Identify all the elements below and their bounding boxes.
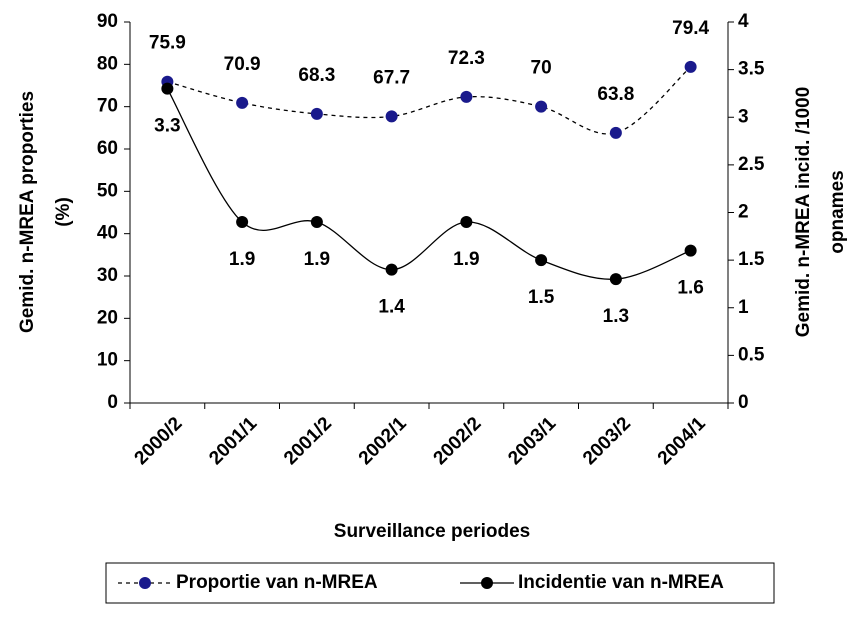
data-point — [609, 273, 622, 286]
data-point — [310, 216, 323, 229]
y-tick-label: 60 — [97, 138, 118, 159]
data-label: 1.4 — [378, 297, 405, 318]
data-point — [161, 82, 174, 95]
y-axis-title-line: (%) — [53, 197, 74, 227]
y2-tick-label: 3 — [738, 106, 749, 127]
y2-tick-label: 0.5 — [738, 344, 765, 365]
y-axis-title-line: Gemid. n-MREA proporties — [17, 91, 38, 333]
x-axis-title: Surveillance periodes — [334, 521, 530, 542]
y-tick-label: 50 — [97, 180, 118, 201]
y2-tick-label: 0 — [738, 392, 749, 413]
y-tick-label: 20 — [97, 307, 118, 328]
y2-axis-title: Gemid. n-MREA incid. /1000 opnames — [793, 87, 847, 338]
data-label: 1.9 — [304, 249, 330, 270]
data-label: 63.8 — [597, 84, 634, 105]
data-label: 1.6 — [677, 278, 703, 299]
data-label: 68.3 — [298, 65, 335, 86]
data-point — [684, 244, 697, 257]
legend-marker — [139, 577, 151, 589]
data-point — [460, 216, 473, 229]
legend-marker — [481, 577, 493, 589]
y-axis-title: Gemid. n-MREA proporties (%) — [17, 91, 74, 333]
y2-tick-label: 2 — [738, 202, 749, 223]
data-point — [460, 90, 473, 103]
data-point — [310, 107, 323, 120]
data-label: 3.3 — [154, 116, 180, 137]
data-label: 72.3 — [448, 48, 485, 69]
y-tick-label: 70 — [97, 96, 118, 117]
y2-tick-label: 4 — [738, 11, 749, 32]
data-point — [609, 126, 622, 139]
y2-axis-title-line: Gemid. n-MREA incid. /1000 — [793, 87, 814, 338]
y-tick-label: 0 — [107, 392, 118, 413]
y2-axis-title-line: opnames — [827, 170, 847, 253]
y2-tick-label: 3.5 — [738, 59, 765, 80]
data-label: 70.9 — [224, 54, 261, 75]
data-label: 79.4 — [672, 18, 709, 39]
data-label: 1.9 — [229, 249, 255, 270]
y2-tick-label: 1.5 — [738, 249, 765, 270]
data-point — [684, 60, 697, 73]
data-point — [385, 110, 398, 123]
y-tick-label: 90 — [97, 11, 118, 32]
y2-tick-label: 1 — [738, 297, 749, 318]
y-tick-label: 30 — [97, 265, 118, 286]
data-point — [535, 254, 548, 267]
data-label: 67.7 — [373, 67, 410, 88]
y-tick-label: 80 — [97, 53, 118, 74]
data-label: 70 — [531, 58, 552, 79]
data-label: 1.3 — [603, 306, 629, 327]
data-label: 1.9 — [453, 249, 479, 270]
data-point — [535, 100, 548, 113]
data-point — [385, 263, 398, 276]
data-point — [236, 96, 249, 109]
series-line — [167, 66, 692, 135]
y2-tick-label: 2.5 — [738, 154, 765, 175]
data-point — [236, 216, 249, 229]
data-label: 1.5 — [528, 287, 555, 308]
data-label: 75.9 — [149, 33, 186, 54]
y-tick-label: 10 — [97, 350, 118, 371]
legend-label: Incidentie van n-MREA — [518, 572, 724, 593]
y-tick-label: 40 — [97, 223, 118, 244]
legend-label: Proportie van n-MREA — [176, 572, 378, 593]
legend-box — [105, 562, 775, 604]
